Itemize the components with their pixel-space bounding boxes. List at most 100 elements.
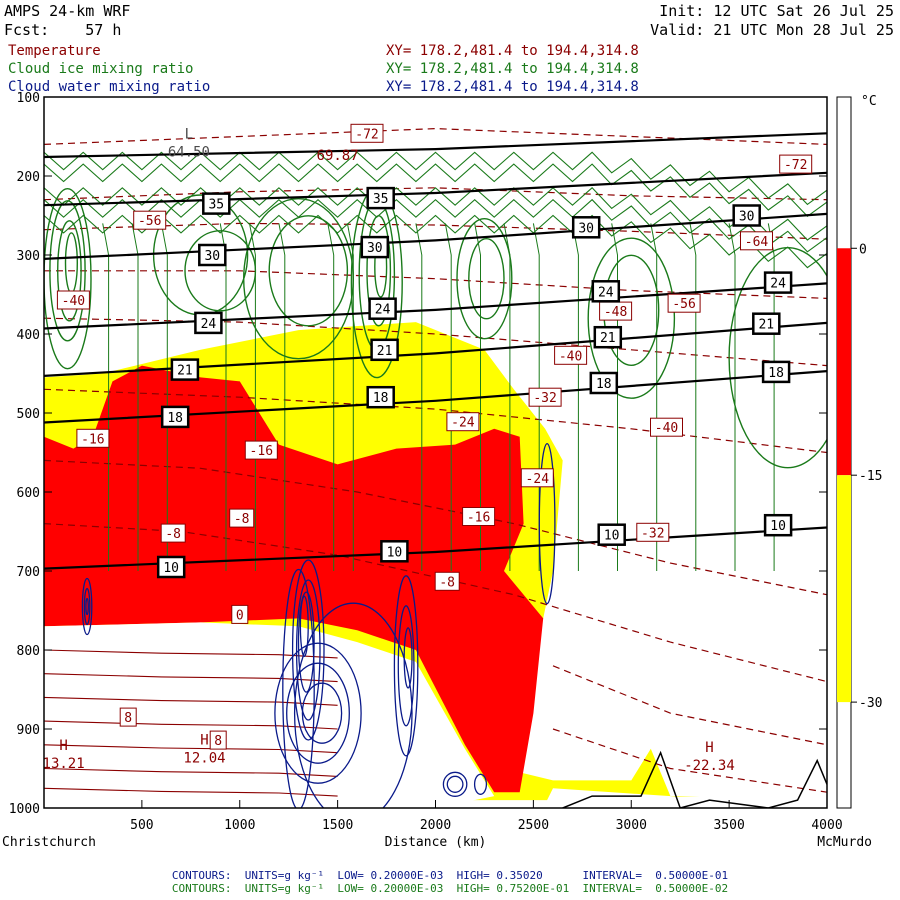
- temperature-label-box: [636, 522, 670, 542]
- ice-contour-9: [468, 238, 505, 320]
- theta-label: 24: [770, 277, 786, 292]
- terrain-line: [562, 750, 827, 808]
- valid-time: Valid: 21 UTC Mon 28 Jul 25: [650, 21, 894, 39]
- theta-label: 35: [208, 198, 224, 213]
- theta-label-box: [370, 338, 399, 362]
- field-xy-cloud-ice: XY= 178.2,481.4 to 194.4,314.8: [386, 61, 639, 77]
- theta-label-box: [763, 513, 793, 537]
- temperature-label: -64: [745, 235, 769, 250]
- ice-streamer-3: [219, 223, 227, 571]
- temperature-label: -72: [784, 158, 807, 173]
- ice-streamer-14: [611, 223, 618, 571]
- colorbar-unit: °C: [861, 94, 877, 109]
- x-tick-label: 1500: [322, 818, 353, 833]
- temperature-contour-2: [44, 222, 827, 240]
- ice-contour-13: [268, 215, 349, 327]
- water-contour-0: [81, 577, 93, 636]
- ice-band-0: [44, 151, 827, 206]
- theta-label-box: [589, 371, 619, 395]
- warm-contour-2: [44, 696, 338, 706]
- temperature-label-box: [462, 507, 496, 526]
- temperature-label: 8: [124, 711, 132, 726]
- theta-label-box: [194, 311, 223, 335]
- theta-label-box: [366, 385, 395, 409]
- theta-label: 18: [768, 366, 784, 381]
- x-tick-label: 3500: [713, 818, 744, 833]
- water-contour-3: [291, 559, 325, 741]
- temperature-label-box: [119, 707, 137, 727]
- ice-contour-14: [587, 237, 676, 399]
- theta-label: 21: [377, 344, 393, 359]
- water-contour-17: [282, 568, 315, 808]
- y-tick-label: 200: [17, 170, 40, 185]
- y-tick-label: 600: [17, 486, 40, 501]
- theta-line-40: [44, 132, 827, 159]
- temperature-contour-9: [552, 728, 827, 793]
- y-tick-label: 100: [17, 91, 40, 106]
- theta-label-box: [360, 235, 390, 259]
- theta-label: 24: [598, 285, 614, 300]
- ice-streamer-0: [102, 223, 110, 571]
- field-label-temperature: Temperature: [8, 43, 101, 59]
- temperature-label-box: [209, 730, 227, 750]
- theta-label: 18: [167, 411, 183, 426]
- cloud-water-contours: [81, 442, 556, 808]
- temperature-contour-4: [44, 317, 827, 367]
- temperature-label-box: [650, 417, 683, 437]
- y-tick-label: 400: [17, 328, 40, 343]
- temperature-label-box: [434, 571, 460, 591]
- theta-label: 10: [770, 519, 786, 534]
- water-contour-7: [274, 642, 362, 784]
- y-tick-label: 500: [17, 407, 40, 422]
- warm-contour-3: [44, 720, 338, 730]
- y-tick-label: 300: [17, 249, 40, 264]
- temperature-label: 8: [214, 734, 222, 749]
- theta-label-box: [156, 555, 186, 579]
- extremum-mark: H: [705, 740, 713, 756]
- model-title: AMPS 24-km WRF: [4, 2, 131, 20]
- theta-label-box: [170, 358, 200, 381]
- warm-contour-5: [44, 767, 338, 777]
- x-tick-label: 1000: [224, 818, 255, 833]
- theta-label-box: [597, 523, 626, 546]
- water-contour-18: [538, 442, 556, 605]
- x-tick-label: 2500: [518, 818, 549, 833]
- temperature-label-box: [554, 345, 588, 365]
- temperature-label-box: [231, 604, 249, 624]
- temperature-label: -24: [526, 472, 550, 487]
- temperature-contour-5: [44, 388, 827, 454]
- water-contour-5: [297, 591, 315, 693]
- forecast-hour: Fcst: 57 h: [4, 21, 122, 39]
- temperature-label-box: [528, 387, 562, 407]
- x-tick-label: 2000: [420, 818, 451, 833]
- extremum-value: 64.50: [168, 145, 210, 161]
- temperature-label: -16: [81, 432, 104, 447]
- x-tick-label: 500: [130, 818, 153, 833]
- theta-label-box: [593, 325, 623, 349]
- colorbar-tick-label: 0: [859, 242, 867, 257]
- theta-label: 30: [739, 210, 755, 225]
- field-xy-temperature: XY= 178.2,481.4 to 194.4,314.8: [386, 43, 639, 59]
- colorbar: °C 0 -15 -30: [836, 94, 882, 809]
- theta-label: 30: [578, 221, 594, 236]
- temperature-label: -40: [559, 349, 582, 364]
- temperature-label-box: [133, 210, 167, 230]
- theta-label: 35: [373, 192, 389, 207]
- water-contour-6: [299, 595, 309, 657]
- temperature-label: -16: [250, 444, 273, 459]
- temperature-label: -8: [439, 575, 455, 590]
- warm-contour-1: [44, 673, 338, 683]
- theta-label-box: [761, 360, 791, 384]
- ice-contour-1: [49, 200, 86, 342]
- theta-line-24: [44, 282, 827, 330]
- ice-streamer-4: [249, 223, 256, 571]
- theta-label: 10: [604, 529, 620, 544]
- theta-label-box: [368, 297, 397, 320]
- ice-streamer-17: [728, 223, 736, 571]
- temperature-shading: [44, 322, 730, 808]
- temperature-label-box: [779, 154, 813, 174]
- water-contour-13: [442, 771, 468, 797]
- ice-band-3: [44, 198, 827, 253]
